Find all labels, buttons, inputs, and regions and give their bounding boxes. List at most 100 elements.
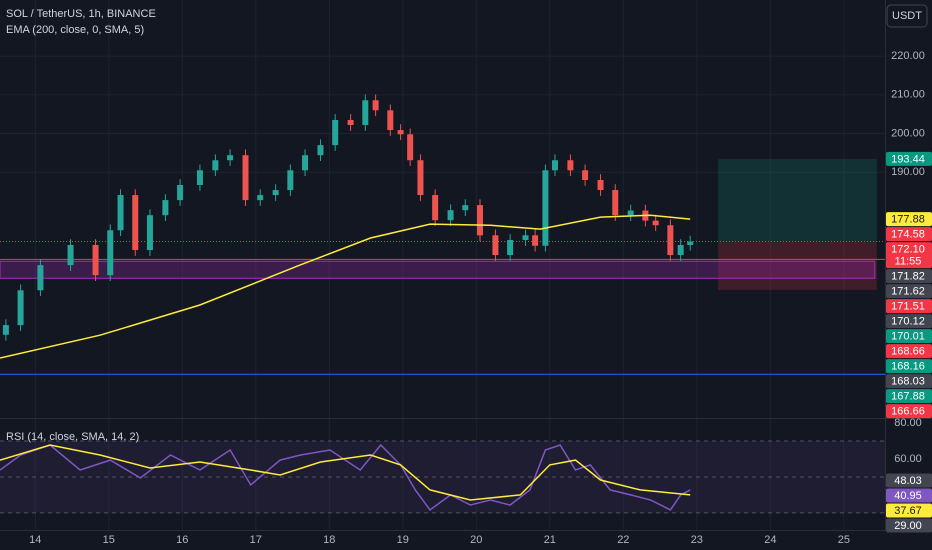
price-badge-label: 177.88 xyxy=(891,214,925,226)
price-badge xyxy=(886,389,932,404)
x-tick-label: 22 xyxy=(617,534,629,546)
price-badge xyxy=(886,518,932,533)
candle-body xyxy=(397,130,404,135)
y-tick-label: 200.00 xyxy=(891,127,925,139)
price-badge-label: 171.82 xyxy=(891,271,925,283)
candle-body xyxy=(162,200,169,216)
candle-body xyxy=(507,239,514,256)
candle-body xyxy=(627,210,634,216)
zone xyxy=(0,260,876,279)
price-badge xyxy=(886,344,932,359)
candle-body xyxy=(212,160,219,171)
candle-body xyxy=(387,110,394,131)
price-badge-label: 37.67 xyxy=(894,505,922,517)
price-badge xyxy=(886,314,932,329)
x-tick-label: 25 xyxy=(838,534,850,546)
candle-body xyxy=(242,155,249,201)
price-badge-label: 168.03 xyxy=(891,376,925,388)
candle-body xyxy=(257,195,264,201)
price-badge-label: 171.51 xyxy=(891,301,925,313)
price-badge xyxy=(886,473,932,488)
candle-body xyxy=(532,235,539,246)
price-badge-label: 40.95 xyxy=(894,490,922,502)
x-tick-label: 20 xyxy=(470,534,482,546)
y-tick-label: 210.00 xyxy=(891,89,925,101)
price-badge xyxy=(886,269,932,284)
candle-body xyxy=(612,190,619,216)
candle-body xyxy=(597,179,604,191)
price-badge-label: 170.12 xyxy=(891,316,925,328)
chart-title: SOL / TetherUS, 1h, BINANCE xyxy=(6,8,156,20)
price-badge-label: 172.10 xyxy=(891,244,925,256)
candle-body xyxy=(687,241,694,245)
price-badge xyxy=(886,151,932,166)
rsi-line xyxy=(0,443,691,511)
x-tick-label: 24 xyxy=(764,534,776,546)
candle-body xyxy=(652,220,659,226)
rsi-title: RSI (14, close, SMA, 14, 2) xyxy=(6,431,139,443)
price-badge xyxy=(886,404,932,419)
candle-body xyxy=(582,170,589,180)
legend-entry: EMA (200, close, 0, SMA, 5) xyxy=(6,24,144,36)
y-tick-label: 60.00 xyxy=(894,453,922,465)
candle-body xyxy=(567,160,574,171)
x-tick-label: 16 xyxy=(176,534,188,546)
candle-body xyxy=(2,325,9,335)
candle-body xyxy=(332,119,339,146)
price-badge-label: 168.16 xyxy=(891,361,925,373)
rsi-line xyxy=(0,444,691,501)
x-tick-label: 19 xyxy=(397,534,409,546)
candle-body xyxy=(667,225,674,256)
candle-body xyxy=(302,155,309,171)
candle-body xyxy=(37,265,44,291)
ema-line xyxy=(0,214,691,359)
price-badge-label: 166.66 xyxy=(891,406,925,418)
currency-button-label[interactable]: USDT xyxy=(892,10,922,22)
candle-body xyxy=(107,230,114,276)
candle-body xyxy=(92,244,99,276)
price-badge xyxy=(886,503,932,518)
price-badge-countdown: 11:55 xyxy=(895,256,922,268)
price-badge-label: 167.88 xyxy=(891,391,925,403)
candle-body xyxy=(272,190,279,196)
price-badge-label: 171.62 xyxy=(891,286,925,298)
currency-button[interactable] xyxy=(886,4,928,28)
candle-body xyxy=(177,185,184,201)
x-tick-label: 17 xyxy=(250,534,262,546)
price-badge xyxy=(886,299,932,314)
candle-body xyxy=(372,100,379,111)
candle-body xyxy=(362,100,369,126)
price-badge-label: 48.03 xyxy=(894,475,922,487)
price-badge xyxy=(886,242,932,269)
candle-body xyxy=(462,205,469,211)
x-tick-label: 15 xyxy=(103,534,115,546)
candle-body xyxy=(196,170,203,186)
candle-body xyxy=(432,195,439,221)
candle-body xyxy=(227,155,234,161)
position-profit xyxy=(718,158,877,242)
price-badge-label: 29.00 xyxy=(894,520,922,532)
x-tick-label: 23 xyxy=(691,534,703,546)
candle-body xyxy=(17,290,24,326)
candle-body xyxy=(677,244,684,256)
candle-body xyxy=(542,170,549,246)
price-badge xyxy=(886,359,932,374)
y-tick-label: 80.00 xyxy=(894,417,922,429)
y-tick-label: 190.00 xyxy=(891,166,925,178)
price-badge xyxy=(886,284,932,299)
price-badge xyxy=(886,329,932,344)
price-badge-label: 170.01 xyxy=(891,331,925,343)
candle-body xyxy=(287,170,294,191)
candle-body xyxy=(551,160,558,171)
x-tick-label: 18 xyxy=(323,534,335,546)
price-badge xyxy=(886,212,932,227)
price-badge xyxy=(886,374,932,389)
candle-body xyxy=(117,195,124,231)
candle-body xyxy=(67,244,74,266)
y-tick-label: 220.00 xyxy=(891,50,925,62)
candle-body xyxy=(476,205,483,236)
position-loss xyxy=(718,241,877,290)
